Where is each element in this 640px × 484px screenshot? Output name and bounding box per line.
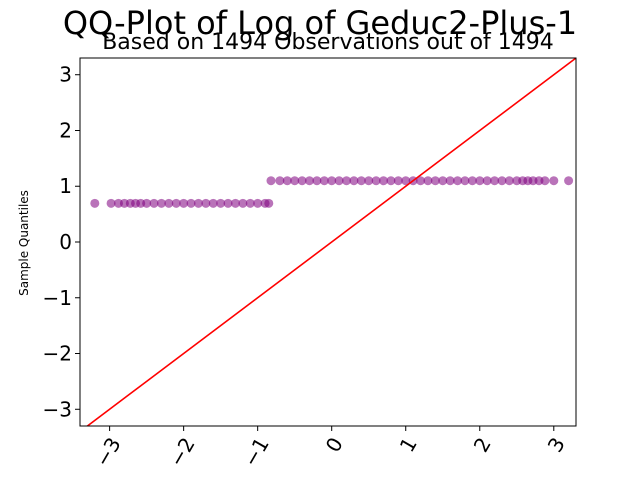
chart-subtitle: Based on 1494 Observations out of 1494 [102,30,554,55]
data-point [156,198,166,208]
data-point [342,176,352,186]
y-tick-label: 0 [59,230,72,254]
data-point [482,176,492,186]
data-point [393,176,403,186]
data-point [549,176,559,186]
data-point [423,176,433,186]
data-point [266,176,276,186]
y-tick-label: 1 [59,174,72,198]
data-point [364,176,374,186]
data-point [540,176,550,186]
x-tick-label: 3 [543,433,570,456]
y-tick-label: −3 [43,397,72,421]
data-point [245,198,255,208]
data-point [171,198,181,208]
data-point [386,176,396,186]
data-point [253,198,263,208]
data-point [230,198,240,208]
data-point [193,198,203,208]
data-point [312,176,322,186]
data-point [216,198,226,208]
y-axis-label: Sample Quantiles [17,190,31,296]
data-point [334,176,344,186]
x-tick-label: −2 [164,433,200,471]
data-point [208,198,218,208]
reference-line [86,58,576,426]
data-point [201,198,211,208]
data-point [460,176,470,186]
x-tick-label: 2 [469,433,496,456]
data-point [490,176,500,186]
y-tick-label: −2 [43,342,72,366]
data-point [90,198,100,208]
data-point [475,176,485,186]
data-point [106,198,116,208]
data-point [349,176,359,186]
data-point [371,176,381,186]
data-point [282,176,292,186]
y-tick-label: 2 [59,118,72,142]
data-point [142,198,152,208]
data-point [264,198,274,208]
data-point [564,176,574,186]
data-point [297,176,307,186]
data-point [238,198,248,208]
data-point [430,176,440,186]
data-point [453,176,463,186]
data-point [327,176,337,186]
y-tick-label: −1 [43,286,72,310]
data-point [467,176,477,186]
data-point [401,176,411,186]
data-point [290,176,300,186]
x-tick-label: 1 [395,433,422,456]
data-point [223,198,233,208]
x-tick-label: 0 [321,433,348,456]
chart-title: QQ-Plot of Log of Geduc2-Plus-1 [63,4,577,42]
y-tick-label: 3 [59,63,72,87]
data-point [179,198,189,208]
data-point [304,176,314,186]
data-point [356,176,366,186]
data-point [186,198,196,208]
data-point [504,176,514,186]
data-point [438,176,448,186]
data-point [319,176,329,186]
data-point [416,176,426,186]
data-point [149,198,159,208]
data-point [164,198,174,208]
data-point [445,176,455,186]
data-point [379,176,389,186]
data-point [497,176,507,186]
x-tick-label: −3 [90,433,126,471]
data-point [275,176,285,186]
plot-frame [79,57,577,427]
x-tick-label: −1 [238,433,274,471]
